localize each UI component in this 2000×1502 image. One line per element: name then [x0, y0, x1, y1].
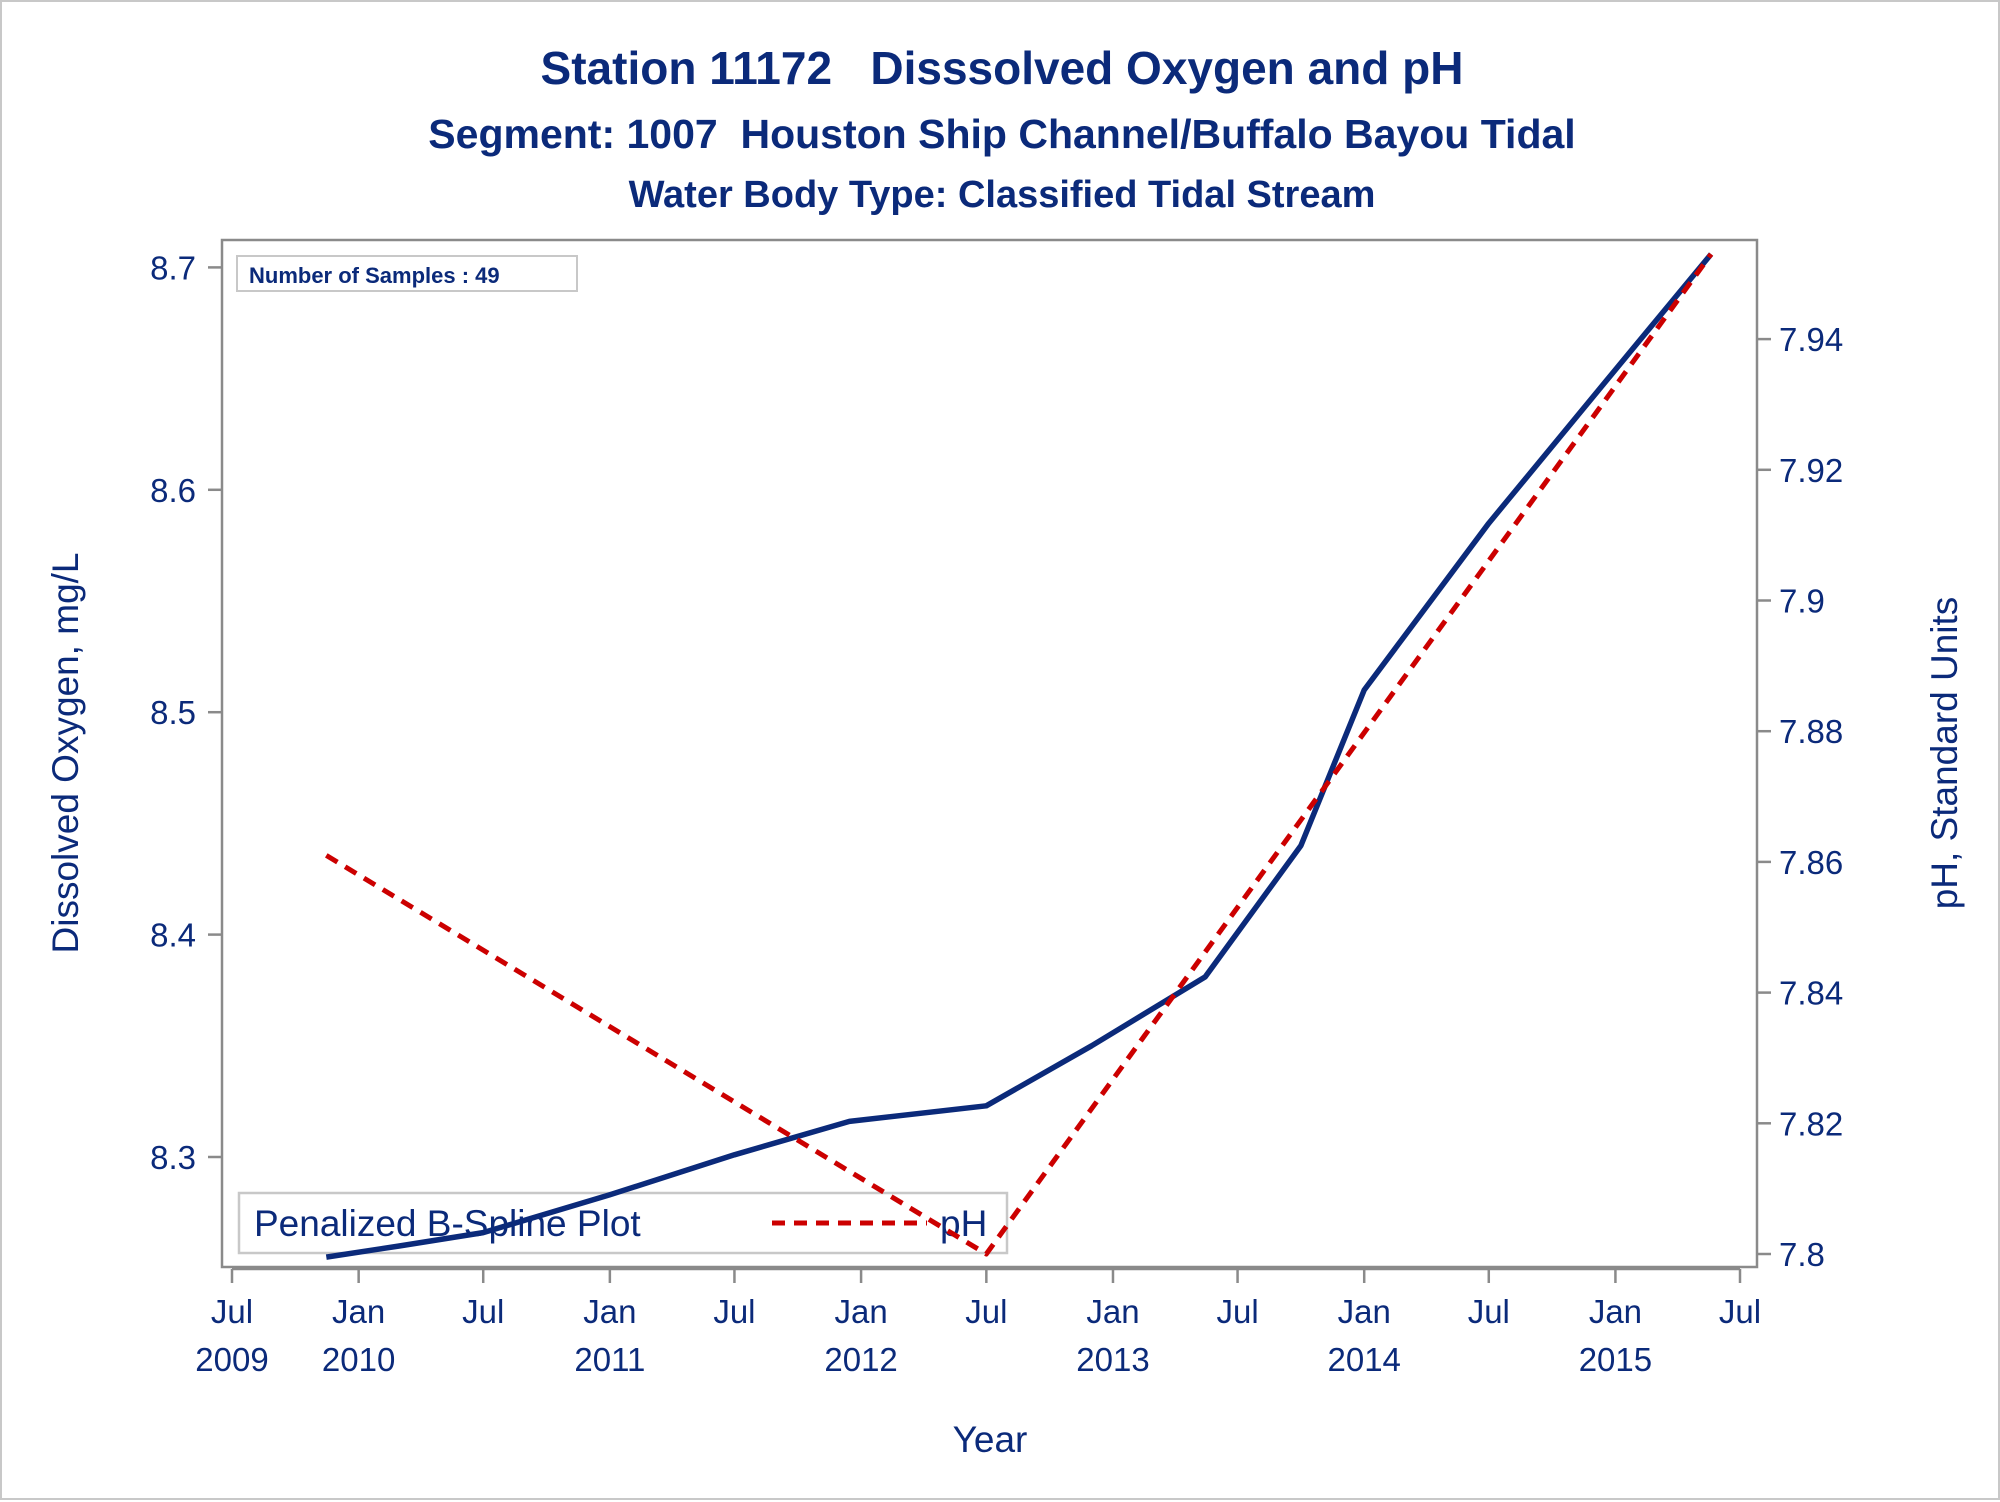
x-tick-label: Jan	[583, 1293, 636, 1330]
y-left-tick-label: 8.3	[150, 1139, 196, 1176]
x-tick-label: Jan	[1338, 1293, 1391, 1330]
y-right-tick-label: 7.88	[1779, 713, 1843, 750]
x-tick-year-label: 2012	[824, 1341, 897, 1378]
y-right-tick-label: 7.9	[1779, 583, 1825, 620]
legend: Penalized B-Spline Plot pH	[237, 1191, 1009, 1255]
x-tick-label: Jan	[332, 1293, 385, 1330]
chart-title: Station 11172 Disssolved Oxygen and pH	[541, 42, 1464, 94]
x-tick-label: Jul	[211, 1293, 253, 1330]
x-tick-label: Jul	[1719, 1293, 1761, 1330]
y-right-tick-label: 7.94	[1779, 321, 1843, 358]
x-tick-label: Jan	[1086, 1293, 1139, 1330]
x-tick-label: Jul	[713, 1293, 755, 1330]
x-tick-year-label: 2014	[1327, 1341, 1400, 1378]
x-tick-label: Jan	[1589, 1293, 1642, 1330]
ph-series-line	[325, 252, 1714, 1257]
sample-count-text: Number of Samples : 49	[249, 263, 500, 288]
axes-layer: Jul 2009 Jan 2010 Jul Jan 2011 Jul Jan 2012 Jul Jan…	[150, 249, 1843, 1378]
chart-subtitle: Segment: 1007 Houston Ship Channel/Buffa…	[428, 111, 1575, 157]
x-tick-label: Jul	[965, 1293, 1007, 1330]
y-right-tick-label: 7.82	[1779, 1105, 1843, 1142]
chart-subtitle-2: Water Body Type: Classified Tidal Stream	[629, 174, 1376, 216]
x-tick-year-label: 2009	[195, 1341, 268, 1378]
y-right-tick-label: 7.92	[1779, 452, 1843, 489]
y-right-tick-label: 7.86	[1779, 844, 1843, 881]
series-layer	[325, 252, 1714, 1260]
sample-count-annotation: Number of Samples : 49	[236, 255, 578, 292]
legend-box	[237, 1191, 1009, 1255]
y-left-tick-label: 8.7	[150, 249, 196, 286]
x-tick-year-label: 2011	[574, 1341, 645, 1378]
y-right-tick-label: 7.84	[1779, 975, 1843, 1012]
y-left-tick-label: 8.5	[150, 694, 196, 731]
x-tick-year-label: 2013	[1076, 1341, 1149, 1378]
y-left-tick-label: 8.6	[150, 472, 196, 509]
dissolved-oxygen-series-line	[325, 252, 1714, 1260]
x-tick-label: Jul	[1216, 1293, 1258, 1330]
plot-area	[220, 238, 1759, 1269]
y-axis-right-label: pH, Standard Units	[1924, 597, 1965, 910]
y-axis-left-label: Dissolved Oxygen, mg/L	[45, 552, 86, 953]
y-left-tick-label: 8.4	[150, 917, 196, 954]
x-tick-label: Jul	[1468, 1293, 1510, 1330]
x-tick-label: Jul	[462, 1293, 504, 1330]
x-axis-label: Year	[953, 1419, 1028, 1460]
x-tick-label: Jan	[834, 1293, 887, 1330]
x-tick-year-label: 2015	[1579, 1341, 1652, 1378]
y-right-tick-label: 7.8	[1779, 1236, 1825, 1273]
legend-ph-label: pH	[940, 1203, 987, 1244]
x-tick-year-label: 2010	[322, 1341, 395, 1378]
